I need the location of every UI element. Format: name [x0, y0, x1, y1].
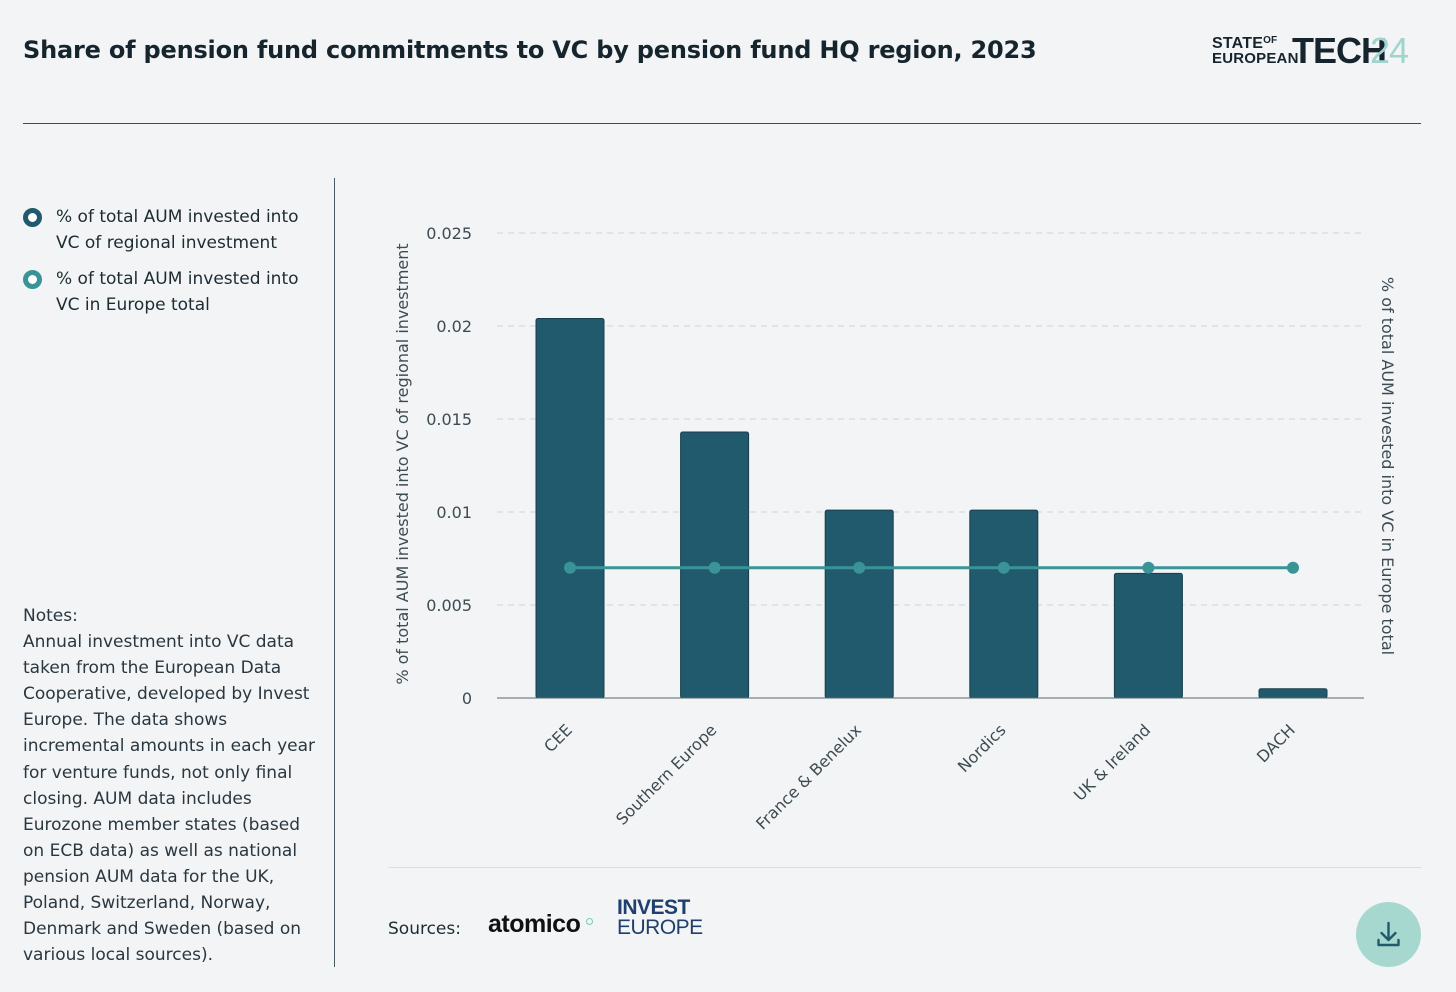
- line-point[interactable]: [997, 561, 1010, 574]
- x-tick-label: UK & Ireland: [1070, 720, 1154, 804]
- legend-label-regional: % of total AUM invested into VC of regio…: [56, 207, 299, 253]
- bar[interactable]: [824, 509, 894, 699]
- y-tick-label: 0.01: [436, 503, 472, 522]
- y-tick-label: 0.025: [426, 224, 472, 243]
- bar[interactable]: [1113, 572, 1183, 699]
- logo-of-text: OF: [1263, 35, 1278, 46]
- y-axis-ticks: 0 0.005 0.01 0.015 0.02 0.025: [426, 224, 472, 708]
- download-icon: [1377, 921, 1400, 947]
- x-axis-ticks: CEE Southern Europe France & Benelux Nordic…: [540, 720, 1299, 833]
- y-tick-label: 0.005: [426, 596, 472, 615]
- line-point[interactable]: [564, 561, 576, 574]
- line-series: [564, 561, 1299, 574]
- x-tick-label: Nordics: [954, 720, 1010, 776]
- footer-divider: [388, 867, 1421, 868]
- legend-item-regional[interactable]: % of total AUM invested into VC of regio…: [23, 204, 323, 256]
- legend-label-europe-total: % of total AUM invested into VC in Europ…: [56, 269, 299, 315]
- x-tick-label: France & Benelux: [752, 720, 865, 833]
- logo-european-text: EUROPEAN: [1212, 50, 1299, 67]
- logo-tech-text: TECH: [1292, 30, 1387, 71]
- line-point[interactable]: [1287, 561, 1299, 574]
- legend: % of total AUM invested into VC of regio…: [23, 204, 323, 328]
- download-button[interactable]: [1356, 902, 1421, 967]
- notes: Notes: Annual investment into VC data ta…: [23, 603, 323, 968]
- invest-europe-line1: INVEST: [617, 896, 690, 919]
- y-axis-title-right: % of total AUM invested into VC in Europ…: [1378, 277, 1397, 655]
- gridlines: [497, 232, 1364, 606]
- sidebar-divider: [334, 178, 335, 967]
- y-axis-title-left: % of total AUM invested into VC of regio…: [393, 243, 412, 684]
- bar-series: [535, 318, 1328, 699]
- notes-heading: Notes:: [23, 606, 78, 626]
- bar[interactable]: [535, 318, 605, 699]
- x-tick-label: Southern Europe: [612, 720, 720, 828]
- line-point[interactable]: [708, 561, 721, 574]
- x-tick-label: DACH: [1253, 720, 1299, 766]
- logo-year-text: 24: [1370, 30, 1409, 71]
- legend-marker-europe-icon: [23, 270, 42, 289]
- header-divider: [23, 123, 1421, 124]
- line-point[interactable]: [1142, 561, 1155, 574]
- notes-text: Annual investment into VC data taken fro…: [23, 632, 316, 966]
- invest-europe-logo: INVEST EUROPE: [617, 896, 703, 939]
- y-tick-label: 0.015: [426, 410, 472, 429]
- chart-title: Share of pension fund commitments to VC …: [23, 36, 1037, 64]
- y-tick-label: 0.02: [436, 317, 472, 336]
- bar[interactable]: [969, 509, 1039, 699]
- y-tick-label: 0: [462, 689, 472, 708]
- logo-state-text: STATEOF: [1212, 35, 1278, 52]
- legend-item-europe-total[interactable]: % of total AUM invested into VC in Europ…: [23, 266, 323, 318]
- x-tick-label: CEE: [540, 720, 576, 756]
- state-of-european-tech-logo: STATEOF EUROPEAN TECH 24: [1212, 30, 1427, 72]
- bar[interactable]: [1258, 688, 1328, 699]
- line-point[interactable]: [853, 561, 866, 574]
- atomico-logo: atomico: [488, 910, 581, 938]
- atomico-logo-mark-icon: [586, 918, 593, 925]
- legend-marker-regional-icon: [23, 208, 42, 227]
- invest-europe-line2: EUROPE: [617, 916, 703, 939]
- sources-label: Sources:: [388, 919, 461, 939]
